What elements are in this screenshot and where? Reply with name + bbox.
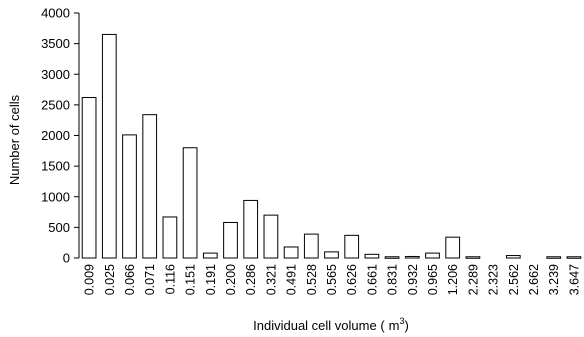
x-tick-labels: 0.009 0.025 0.066 0.071 0.116 0.151 0.191 0.200… bbox=[83, 264, 582, 295]
y-tick-label: 0 bbox=[63, 251, 70, 266]
x-tick-label-0.116: 0.116 bbox=[163, 264, 177, 294]
x-tick-label-0.565: 0.565 bbox=[325, 264, 339, 295]
x-tick-label-0.200: 0.200 bbox=[224, 264, 238, 295]
y-axis-title: Number of cells bbox=[7, 94, 22, 185]
bar-0.116 bbox=[162, 216, 178, 259]
x-axis-title-sup: 3 bbox=[400, 316, 405, 326]
bar-0.151 bbox=[182, 147, 198, 259]
bar-0.932 bbox=[404, 255, 420, 259]
bar-3.239 bbox=[546, 256, 562, 259]
y-axis: 0 500 1000 1500 2000 2500 3000 3500 4000 bbox=[41, 6, 80, 266]
x-tick-label-0.191: 0.191 bbox=[204, 264, 218, 295]
bar-0.831 bbox=[384, 256, 400, 259]
x-tick-label-3.647: 3.647 bbox=[567, 264, 581, 295]
x-tick-label-0.626: 0.626 bbox=[345, 264, 359, 295]
bar-0.626 bbox=[344, 234, 360, 259]
y-tick-label: 3500 bbox=[41, 36, 70, 51]
x-tick-label-2.289: 2.289 bbox=[466, 264, 480, 295]
bar-0.661 bbox=[364, 253, 380, 259]
x-axis-title-unit: m bbox=[389, 318, 400, 333]
bar-0.565 bbox=[324, 251, 339, 259]
bar-0.009 bbox=[81, 97, 97, 259]
x-tick-label-0.661: 0.661 bbox=[365, 264, 379, 295]
x-axis-title-text: Individual cell volume ( bbox=[253, 318, 385, 333]
bar-0.200 bbox=[223, 221, 238, 259]
y-tick-label: 2000 bbox=[41, 128, 70, 143]
x-tick-label-1.206: 1.206 bbox=[446, 264, 460, 295]
x-tick-label-0.151: 0.151 bbox=[184, 264, 198, 295]
bar-0.066 bbox=[122, 134, 137, 259]
y-tick-label: 1000 bbox=[41, 189, 70, 204]
bar-0.491 bbox=[283, 246, 299, 259]
y-tick-label: 500 bbox=[48, 220, 70, 235]
bars bbox=[81, 33, 582, 259]
bar-0.321 bbox=[263, 214, 279, 259]
bar-0.528 bbox=[303, 233, 319, 259]
y-tick-label: 2500 bbox=[41, 97, 70, 112]
bar-2.562 bbox=[505, 255, 521, 259]
y-tick-label: 1500 bbox=[41, 159, 70, 174]
x-tick-label-2.662: 2.662 bbox=[527, 264, 541, 295]
x-tick-label-0.025: 0.025 bbox=[103, 264, 117, 295]
bar-0.965 bbox=[425, 252, 440, 259]
x-tick-label-0.071: 0.071 bbox=[143, 264, 157, 295]
x-tick-label-2.562: 2.562 bbox=[507, 264, 521, 295]
bar-3.647 bbox=[566, 256, 582, 259]
bar-0.071 bbox=[142, 114, 158, 259]
x-tick-label-0.066: 0.066 bbox=[123, 264, 137, 295]
x-tick-label-0.831: 0.831 bbox=[386, 264, 400, 295]
bar-0.191 bbox=[202, 252, 218, 259]
x-tick-label-0.491: 0.491 bbox=[285, 264, 299, 295]
x-tick-label-0.321: 0.321 bbox=[264, 264, 278, 295]
x-tick-label-0.965: 0.965 bbox=[426, 264, 440, 295]
bar-0.286 bbox=[243, 199, 259, 259]
x-tick-label-3.239: 3.239 bbox=[547, 264, 561, 295]
x-axis-title: Individual cell volume ( m3) bbox=[253, 316, 409, 333]
x-tick-label-0.009: 0.009 bbox=[83, 264, 97, 295]
x-tick-label-0.932: 0.932 bbox=[406, 264, 420, 295]
bar-2.289 bbox=[465, 256, 481, 259]
x-tick-label-0.286: 0.286 bbox=[244, 264, 258, 295]
x-tick-label-2.323: 2.323 bbox=[487, 264, 501, 295]
x-tick-label-0.528: 0.528 bbox=[305, 264, 319, 295]
bar-1.206 bbox=[445, 236, 461, 259]
x-axis-title-close: ) bbox=[405, 318, 409, 333]
bar-0.025 bbox=[101, 33, 117, 259]
y-tick-label: 4000 bbox=[41, 6, 70, 21]
y-tick-label: 3000 bbox=[41, 67, 70, 82]
